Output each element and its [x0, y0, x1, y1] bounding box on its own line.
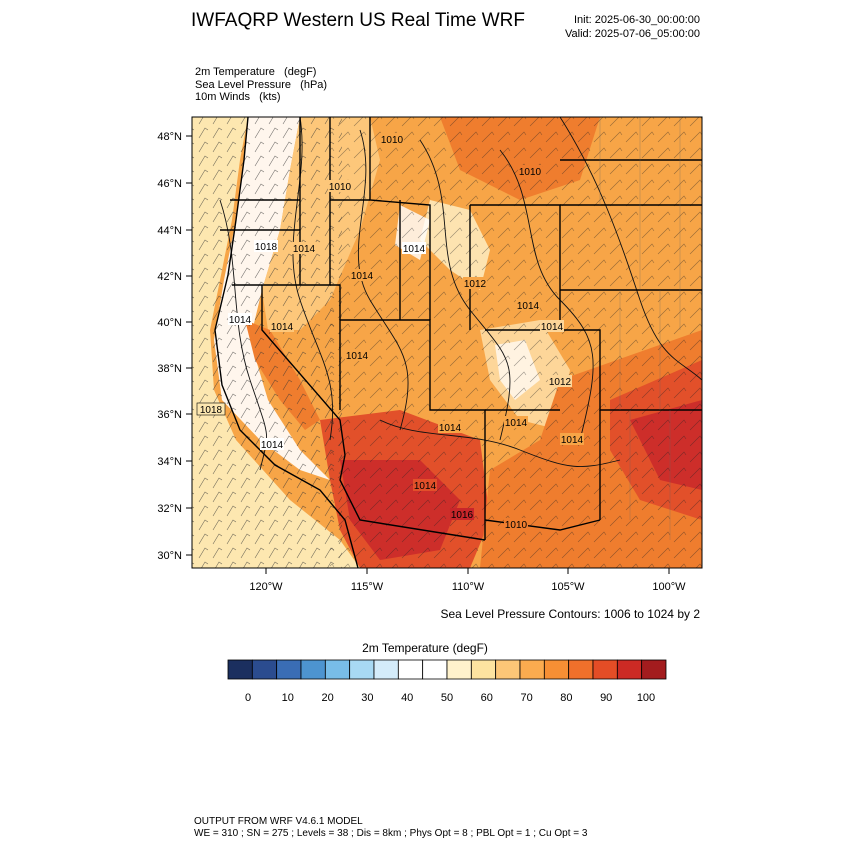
pressure-label: 1018 — [200, 405, 223, 416]
lon-label: 100°W — [652, 581, 686, 593]
pressure-label: 1010 — [381, 135, 404, 146]
colorbar-title: 2m Temperature (degF) — [362, 641, 488, 655]
latitude-axis: 48°N 46°N 44°N 42°N 40°N 38°N 36°N 34°N … — [157, 131, 192, 562]
colorbar-tick-label: 30 — [361, 692, 373, 704]
colorbar-tick-label: 20 — [321, 692, 333, 704]
pressure-label: 1014 — [346, 351, 369, 362]
lat-label: 32°N — [157, 503, 182, 515]
colorbar-tick-label: 100 — [637, 692, 655, 704]
lat-label: 48°N — [157, 131, 182, 143]
colorbar-swatch — [568, 659, 594, 680]
pressure-label: 1018 — [255, 242, 278, 253]
lat-label: 34°N — [157, 456, 182, 468]
lat-label: 36°N — [157, 409, 182, 421]
pressure-label: 1016 — [451, 510, 474, 521]
pressure-label: 1010 — [519, 167, 542, 178]
pressure-label: 1014 — [229, 315, 252, 326]
colorbar-swatch — [616, 659, 643, 680]
colorbar-swatch — [251, 659, 278, 680]
colorbar-swatch — [543, 659, 570, 680]
field-list: 2m Temperature (degF) Sea Level Pressure… — [195, 66, 327, 104]
footer-line-2: WE = 310 ; SN = 275 ; Levels = 38 ; Dis … — [194, 828, 588, 839]
pressure-label: 1014 — [414, 481, 437, 492]
lat-label: 44°N — [157, 225, 182, 237]
lat-label: 42°N — [157, 271, 182, 283]
lat-label: 46°N — [157, 178, 182, 190]
pressure-label: 1014 — [541, 322, 564, 333]
colorbar-swatch — [276, 659, 302, 680]
colorbar-swatch — [641, 659, 667, 680]
colorbar-tick-label: 90 — [600, 692, 612, 704]
colorbar-swatch — [300, 659, 326, 680]
colorbar-ticks: 0 10 20 30 40 50 60 70 80 90 100 — [245, 692, 655, 704]
pressure-label: 1014 — [271, 322, 294, 333]
colorbar-swatch — [422, 659, 448, 680]
longitude-axis: 120°W 115°W 110°W 105°W 100°W — [249, 568, 686, 593]
colorbar-swatch — [519, 659, 545, 680]
plot-title: IWFAQRP Western US Real Time WRF — [191, 10, 525, 31]
field-winds: 10m Winds (kts) — [195, 91, 281, 103]
field-pressure: Sea Level Pressure (hPa) — [195, 78, 328, 91]
colorbar-tick-label: 70 — [520, 692, 532, 704]
init-valid-times: Init: 2025-06-30_00:00:00 Valid: 2025-07… — [565, 13, 700, 41]
colorbar-swatch — [495, 659, 521, 680]
colorbar-tick-label: 40 — [401, 692, 413, 704]
pressure-label: 1010 — [329, 182, 352, 193]
temperature-colorbar — [227, 659, 667, 680]
colorbar-swatch — [227, 659, 253, 680]
colorbar-tick-label: 10 — [282, 692, 294, 704]
pressure-label: 1014 — [351, 271, 374, 282]
valid-time: Valid: 2025-07-06_05:00:00 — [565, 28, 700, 40]
map-frame — [191, 116, 703, 569]
pressure-label: 1010 — [505, 520, 528, 531]
temperature-field: 1010 1010 1018 1014 1014 1014 1014 1012 … — [192, 117, 702, 568]
model-footer: OUTPUT FROM WRF V4.6.1 MODEL WE = 310 ; … — [194, 816, 587, 840]
lat-label: 30°N — [157, 550, 182, 562]
colorbar-swatch — [324, 659, 351, 680]
init-time: Init: 2025-06-30_00:00:00 — [574, 14, 700, 26]
pressure-label: 1014 — [517, 301, 540, 312]
lon-label: 120°W — [249, 581, 283, 593]
colorbar-swatch — [592, 659, 618, 680]
lat-label: 40°N — [157, 317, 182, 329]
pressure-label: 1014 — [561, 435, 584, 446]
field-temperature: 2m Temperature (degF) — [195, 66, 317, 78]
pressure-label: 1014 — [403, 244, 426, 255]
colorbar-swatch — [446, 659, 472, 680]
colorbar-swatch — [397, 659, 424, 680]
colorbar-tick-label: 0 — [245, 692, 251, 704]
pressure-label: 1014 — [293, 244, 316, 255]
lon-label: 115°W — [351, 581, 384, 593]
lon-label: 110°W — [452, 581, 485, 593]
colorbar-tick-label: 50 — [441, 692, 453, 704]
footer-line-1: OUTPUT FROM WRF V4.6.1 MODEL — [194, 816, 363, 827]
colorbar-tick-label: 60 — [481, 692, 493, 704]
lat-label: 38°N — [157, 363, 182, 375]
colorbar-swatch — [349, 659, 375, 680]
pressure-label: 1012 — [549, 377, 572, 388]
pressure-label: 1014 — [439, 423, 462, 434]
colorbar-swatch — [470, 659, 497, 680]
pressure-label: 1014 — [505, 418, 528, 429]
pressure-label: 1014 — [261, 440, 284, 451]
colorbar-swatch — [373, 659, 399, 680]
lon-label: 105°W — [551, 581, 585, 593]
contour-note: Sea Level Pressure Contours: 1006 to 102… — [440, 607, 701, 621]
colorbar-tick-label: 80 — [560, 692, 572, 704]
pressure-label: 1012 — [464, 279, 487, 290]
